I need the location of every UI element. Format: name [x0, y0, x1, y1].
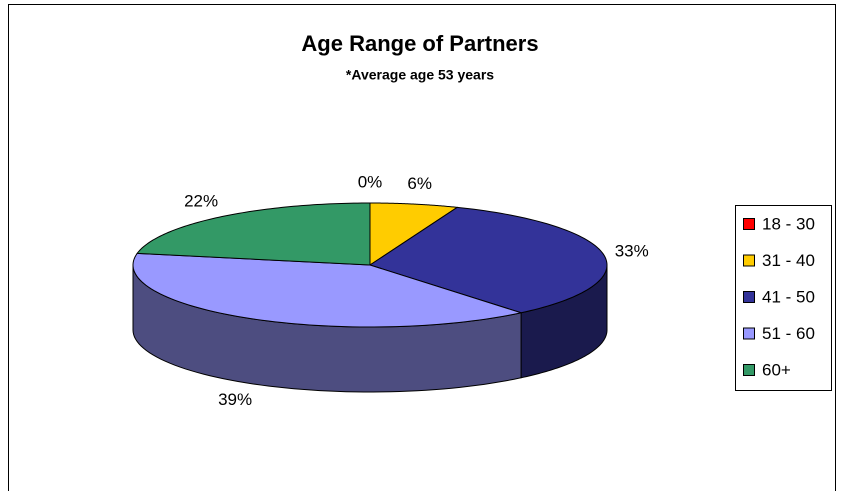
- data-label: 22%: [184, 191, 218, 210]
- legend-label: 51 - 60: [762, 324, 815, 343]
- chart-title: Age Range of Partners: [301, 31, 538, 56]
- pie-slice: [136, 202, 371, 266]
- legend-swatch: [743, 254, 755, 267]
- data-label: 33%: [615, 242, 649, 261]
- data-label: 6%: [407, 174, 432, 193]
- pie-slice: [368, 206, 608, 314]
- legend-label: 31 - 40: [762, 251, 815, 270]
- chart-frame: [8, 4, 836, 491]
- legend-label: 18 - 30: [762, 214, 815, 233]
- data-label: 0%: [358, 172, 383, 191]
- pie-slice: [132, 252, 524, 328]
- legend-swatch: [743, 327, 755, 340]
- legend-label: 60+: [762, 360, 791, 379]
- legend-swatch: [743, 364, 755, 376]
- pie-slice: [369, 202, 459, 266]
- legend-label: 41 - 50: [762, 287, 815, 306]
- data-label: 39%: [218, 390, 252, 409]
- legend-swatch: [743, 218, 755, 230]
- legend-swatch: [743, 291, 755, 303]
- chart-subtitle: *Average age 53 years: [346, 67, 494, 83]
